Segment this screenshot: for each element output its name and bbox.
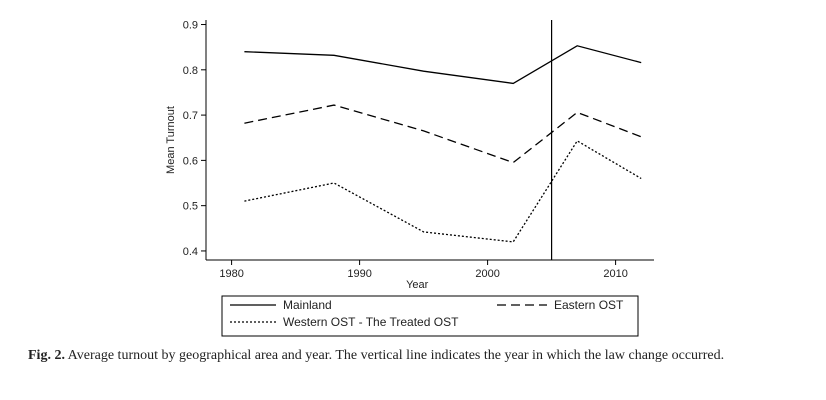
y-tick-label: 0.9 (183, 20, 198, 32)
x-tick-label: 1990 (347, 268, 371, 280)
y-tick-label: 0.7 (183, 110, 198, 122)
figure-caption-text: Average turnout by geographical area and… (64, 348, 725, 363)
figure-caption: Fig. 2. Average turnout by geographical … (28, 348, 818, 364)
figure-caption-label: Fig. 2. (28, 348, 65, 363)
turnout-line-chart: 0.4 0.5 0.6 0.7 0.8 0.9 1980 1990 2000 2010 Year Me… (165, 20, 654, 337)
series-line-0 (244, 45, 642, 85)
legend-label-2: Western OST - The Treated OST (283, 315, 459, 329)
x-tick-label: 2000 (475, 268, 499, 280)
y-tick-label: 0.6 (183, 155, 198, 167)
x-tick-label: 2010 (603, 268, 627, 280)
y-tick-label: 0.5 (183, 201, 198, 213)
series-line-1 (244, 104, 642, 164)
legend-label-1: Eastern OST (554, 298, 624, 312)
series-line-2 (244, 140, 642, 243)
x-axis-title: Year (406, 279, 429, 291)
legend-box (221, 295, 639, 337)
y-tick-label: 0.4 (183, 246, 198, 258)
y-tick-label: 0.8 (183, 65, 198, 77)
y-axis-title: Mean Turnout (165, 106, 177, 174)
x-tick-label: 1980 (219, 268, 243, 280)
legend-label-0: Mainland (283, 298, 332, 312)
